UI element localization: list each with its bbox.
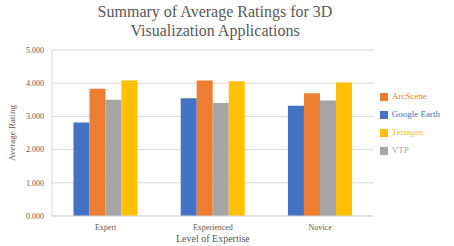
svg-text:Average Rating: Average Rating	[8, 104, 17, 161]
svg-text:Experienced: Experienced	[193, 223, 233, 232]
svg-text:2.000: 2.000	[26, 145, 44, 154]
svg-text:Expert: Expert	[95, 223, 117, 232]
html-text:Terragen: Terragen	[391, 127, 424, 137]
html-text:ArcScene: ArcScene	[391, 91, 427, 101]
html-text:Google Earth: Google Earth	[391, 109, 440, 119]
html-text:Summary of Average Ratings for: Summary of Average Ratings for 3D Visual…	[97, 3, 333, 39]
svg-text:1.000: 1.000	[26, 179, 44, 188]
svg-text:3.000: 3.000	[26, 112, 44, 121]
html-text:VTP: VTP	[391, 145, 409, 155]
svg-text:0.000: 0.000	[26, 212, 44, 221]
svg-text:Level of Expertise: Level of Expertise	[176, 233, 250, 244]
svg-text:Novice: Novice	[309, 223, 333, 232]
svg-text:5.000: 5.000	[26, 46, 44, 55]
svg-text:4.000: 4.000	[26, 79, 44, 88]
